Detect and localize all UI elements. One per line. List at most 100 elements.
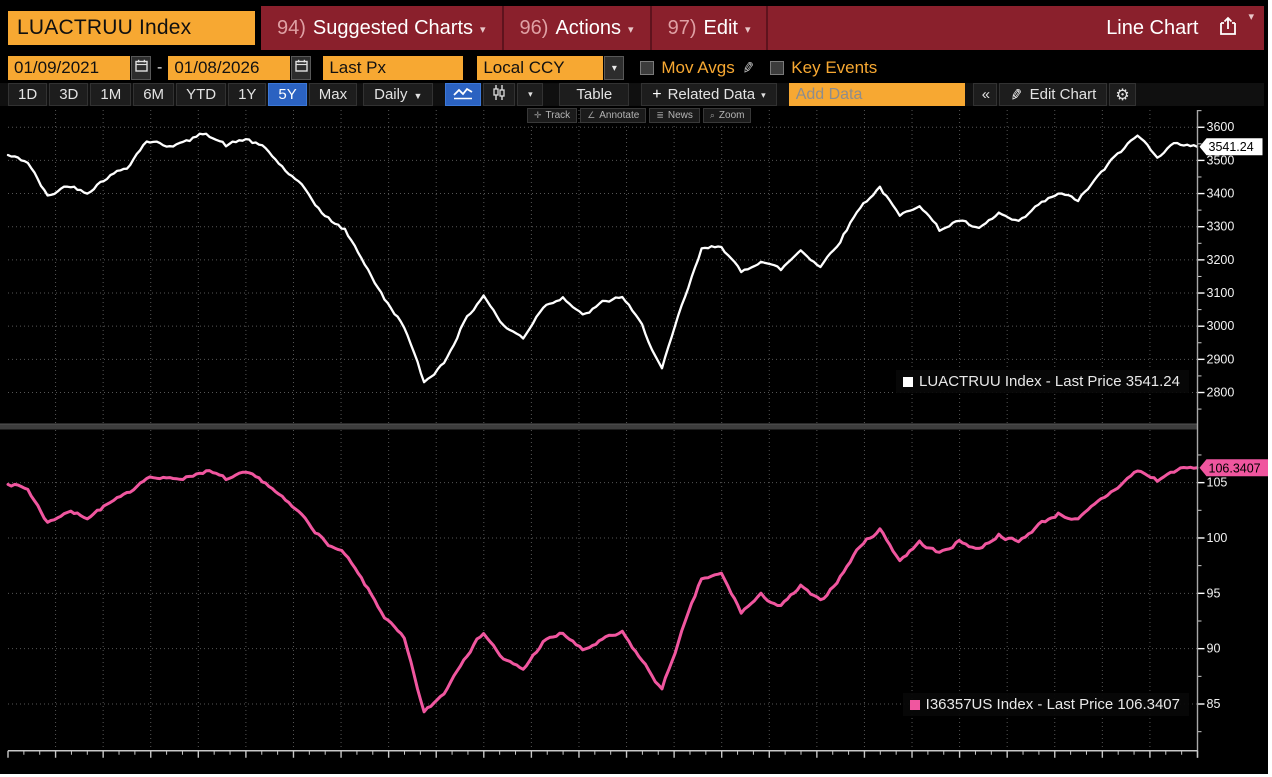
series-swatch <box>903 376 914 387</box>
date-to-field[interactable] <box>168 56 291 80</box>
line-chart-type-button[interactable] <box>445 83 482 106</box>
candlestick-chart-type-button[interactable] <box>483 83 516 106</box>
range-6m[interactable]: 6M <box>133 83 175 106</box>
svg-text:3600: 3600 <box>1207 120 1235 134</box>
caret-down-icon: ▾ <box>528 89 533 99</box>
series-swatch <box>909 699 920 710</box>
mov-avgs-group: Mov Avgs ✎ <box>640 58 756 78</box>
svg-text:3000: 3000 <box>1207 319 1235 333</box>
zoom-icon: ⌕ <box>709 110 715 120</box>
caret-down-icon: ▾ <box>761 90 766 100</box>
range-1y[interactable]: 1Y <box>228 83 267 106</box>
chart-tool-zoom[interactable]: ⌕ Zoom <box>702 108 752 123</box>
price-chart[interactable]: 2800 2900 3000 3100 3200 3300 3400 3500 3600 3541… <box>0 107 1268 774</box>
query-bar: - Last Px Local CCY ▾ Mov Avgs ✎ Key Eve… <box>0 55 1264 81</box>
svg-text:100: 100 <box>1207 531 1228 545</box>
range-ytd[interactable]: YTD <box>176 83 227 106</box>
chart-mini-toolbar: ✛ Track ∠ Annotate ≣ News ⌕ Zoom <box>527 108 752 123</box>
menu-actions[interactable]: 96) Actions ▾ <box>504 6 652 50</box>
date-from-calendar-button[interactable] <box>131 56 151 80</box>
chart-toolbar: 1D 3D 1M 6M YTD 1Y 5Y Max Daily ▼ ▾ Table + Rel… <box>0 83 1264 106</box>
date-from-field[interactable] <box>8 56 130 80</box>
table-button[interactable]: Table <box>559 83 630 106</box>
key-events-checkbox[interactable] <box>770 61 785 75</box>
calendar-icon <box>295 59 308 77</box>
add-data-input[interactable] <box>788 83 965 106</box>
mov-avgs-checkbox[interactable] <box>640 61 655 75</box>
edit-chart-button[interactable]: ✎ Edit Chart <box>999 83 1108 106</box>
svg-text:3100: 3100 <box>1207 286 1235 300</box>
date-to-calendar-button[interactable] <box>291 56 312 80</box>
plus-icon: + <box>652 85 662 103</box>
settings-button[interactable]: ⚙ <box>1109 83 1136 106</box>
pencil-icon: ✎ <box>1008 85 1025 105</box>
chart-tool-news[interactable]: ≣ News <box>649 108 700 123</box>
line-chart-icon <box>453 86 473 104</box>
track-icon: ✛ <box>534 110 542 120</box>
period-selector[interactable]: Daily ▼ <box>363 83 434 106</box>
svg-text:3300: 3300 <box>1207 220 1235 234</box>
caret-down-icon: ▾ <box>744 24 751 36</box>
range-5y[interactable]: 5Y <box>268 83 307 106</box>
last-price-tag: 3541.24 <box>1199 138 1263 156</box>
range-3d[interactable]: 3D <box>49 83 89 106</box>
chart-tool-track[interactable]: ✛ Track <box>527 108 578 123</box>
svg-text:90: 90 <box>1207 642 1221 656</box>
gear-icon: ⚙ <box>1115 86 1130 104</box>
menu-number: 94) <box>277 16 306 39</box>
title-bar: LUACTRUU Index 94) Suggested Charts ▾ 96) Ac… <box>0 6 1264 50</box>
menu-edit[interactable]: 97) Edit ▾ <box>652 6 769 50</box>
news-icon: ≣ <box>656 110 664 120</box>
menu-bar-spacer <box>768 6 1106 50</box>
svg-text:2900: 2900 <box>1207 352 1235 366</box>
security-ticker-field[interactable]: LUACTRUU Index <box>8 11 255 45</box>
menu-number: 96) <box>519 16 549 39</box>
pencil-icon[interactable]: ✎ <box>740 59 756 78</box>
menu-suggested-charts[interactable]: 94) Suggested Charts ▾ <box>261 6 504 50</box>
svg-text:3200: 3200 <box>1207 253 1235 267</box>
key-events-label: Key Events <box>791 58 878 77</box>
export-dropdown-caret[interactable]: ▾ <box>1248 11 1254 23</box>
price-field-selector[interactable]: Last Px <box>323 56 464 80</box>
range-max[interactable]: Max <box>308 83 358 106</box>
svg-text:3400: 3400 <box>1207 187 1235 201</box>
legend-top-panel[interactable]: LUACTRUU Index - Last Price 3541.24 <box>896 370 1189 393</box>
legend-bottom-panel[interactable]: I36357US Index - Last Price 106.3407 <box>902 693 1189 716</box>
export-icon <box>1216 14 1240 43</box>
menu-label: Actions <box>555 16 622 39</box>
svg-text:3500: 3500 <box>1207 153 1235 167</box>
mov-avgs-label: Mov Avgs <box>661 58 735 77</box>
menu-bar: 94) Suggested Charts ▾ 96) Actions ▾ 97) Edit ▾ … <box>261 6 1264 50</box>
legend-label: LUACTRUU Index - Last Price 3541.24 <box>919 373 1180 390</box>
legend-label: I36357US Index - Last Price 106.3407 <box>925 696 1180 713</box>
key-events-group: Key Events <box>770 58 877 78</box>
last-price-tag: 106.3407 <box>1199 459 1268 477</box>
range-1m[interactable]: 1M <box>90 83 132 106</box>
collapse-panel-button[interactable]: « <box>972 83 998 106</box>
related-data-button[interactable]: + Related Data ▾ <box>641 83 777 106</box>
menu-number: 97) <box>667 16 697 39</box>
caret-down-icon: ▾ <box>628 24 634 36</box>
menu-label: Suggested Charts <box>312 16 474 39</box>
calendar-icon <box>134 59 148 77</box>
export-button[interactable] <box>1216 6 1248 50</box>
range-1d[interactable]: 1D <box>8 83 48 106</box>
currency-dropdown-button[interactable]: ▾ <box>604 56 625 80</box>
svg-text:106.3407: 106.3407 <box>1209 461 1261 475</box>
chart-area: ✛ Track ∠ Annotate ≣ News ⌕ Zoom 2800 2900 3000 31… <box>0 107 1268 774</box>
chart-type-dropdown-button[interactable]: ▾ <box>517 83 544 106</box>
menu-label: Edit <box>703 16 738 39</box>
svg-text:2800: 2800 <box>1207 386 1235 400</box>
caret-down-icon: ▾ <box>480 24 486 36</box>
chart-tool-annotate[interactable]: ∠ Annotate <box>580 108 647 123</box>
date-range-separator: - <box>157 59 163 76</box>
svg-text:105: 105 <box>1207 476 1228 490</box>
caret-down-icon: ▾ <box>611 62 617 74</box>
svg-text:95: 95 <box>1207 586 1221 600</box>
caret-down-icon: ▼ <box>413 90 423 101</box>
chart-type-label: Line Chart <box>1106 16 1199 39</box>
svg-text:85: 85 <box>1207 697 1221 711</box>
currency-selector[interactable]: Local CCY <box>477 56 604 80</box>
annotate-icon: ∠ <box>587 110 596 120</box>
